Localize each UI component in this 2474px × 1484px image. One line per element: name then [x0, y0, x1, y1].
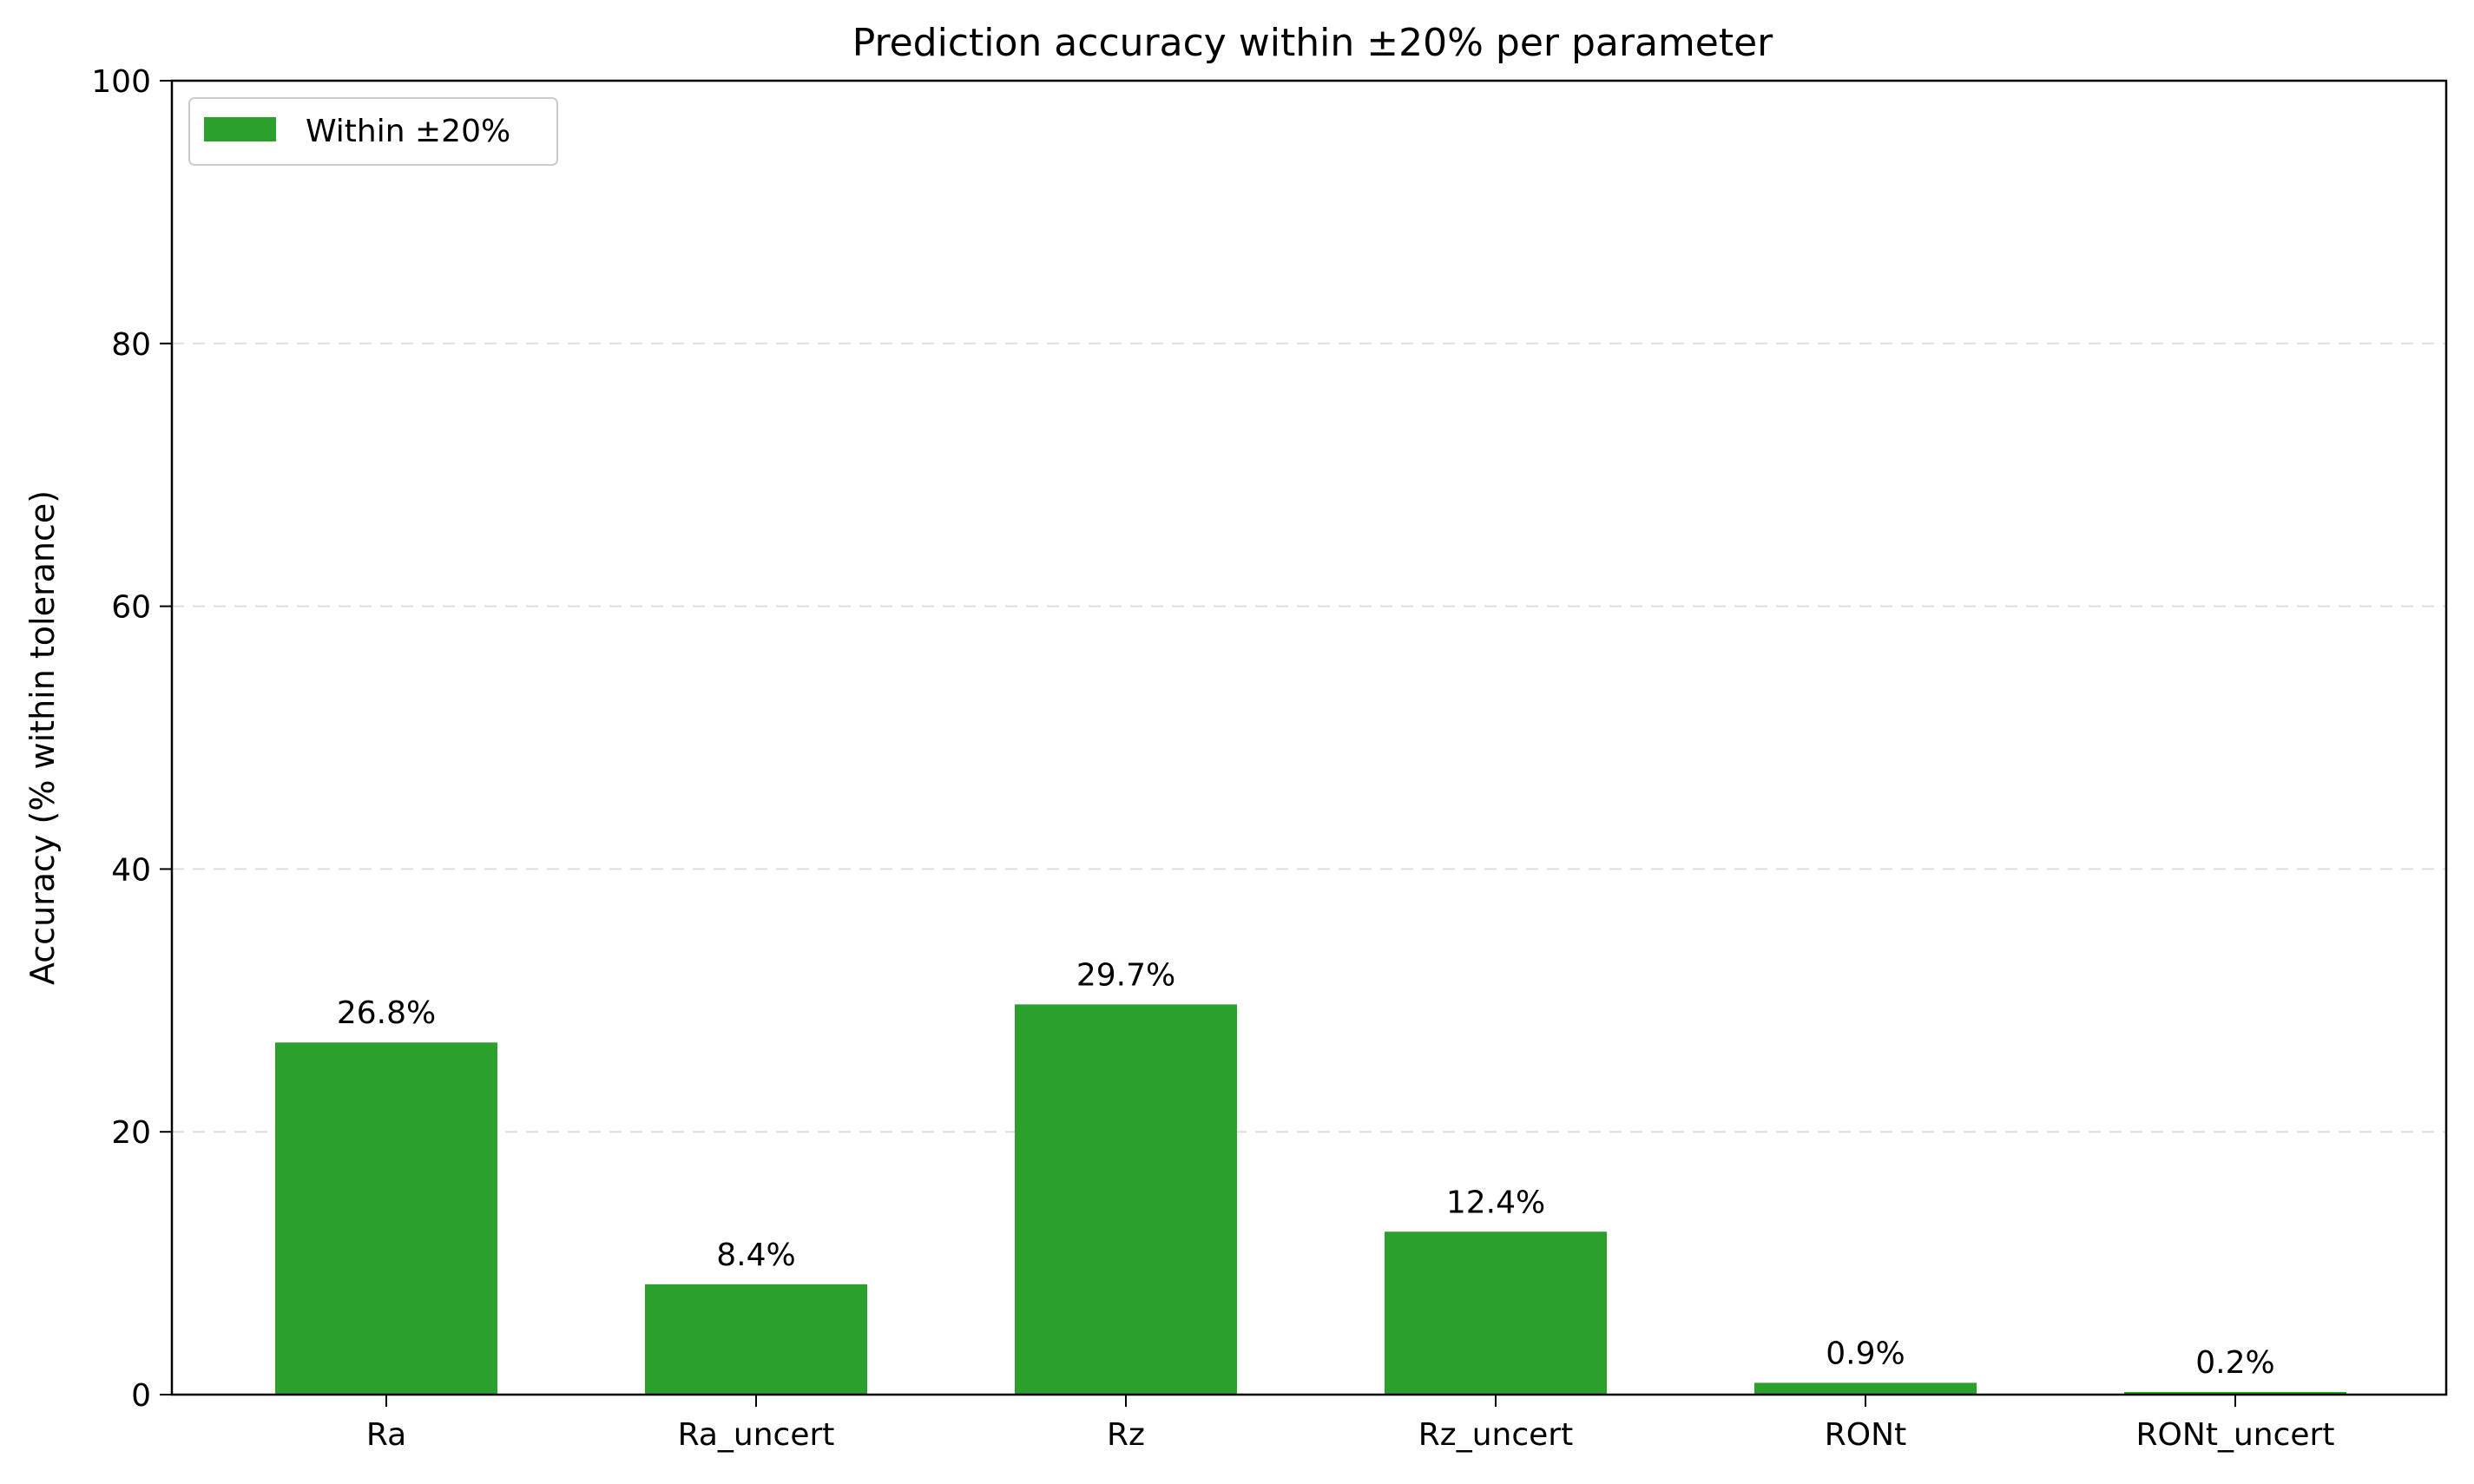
x-tick-label: RONt_uncert — [2136, 1417, 2335, 1453]
y-tick-label: 80 — [111, 327, 151, 363]
chart-title: Prediction accuracy within ±20% per para… — [852, 21, 1773, 65]
bars — [275, 1004, 2346, 1395]
bar-ront-uncert — [2124, 1391, 2346, 1395]
x-tick-label: Rz_uncert — [1418, 1417, 1573, 1453]
data-label: 0.9% — [1826, 1336, 1905, 1371]
plot-frame — [170, 79, 2448, 1396]
y-tick-label: 20 — [111, 1115, 151, 1151]
y-tick-label: 100 — [91, 64, 151, 100]
bar-ra — [275, 1042, 497, 1395]
y-tick-label: 40 — [111, 852, 151, 888]
data-label: 12.4% — [1446, 1185, 1545, 1220]
data-label: 26.8% — [337, 995, 436, 1031]
y-tick-label: 60 — [111, 590, 151, 626]
data-label: 8.4% — [716, 1238, 795, 1273]
bar-rz — [1015, 1004, 1237, 1395]
bar-rz-uncert — [1385, 1231, 1607, 1395]
x-tick-label: Ra — [366, 1417, 406, 1453]
gridlines — [172, 342, 2446, 1133]
x-tick-label: RONt — [1825, 1417, 1906, 1453]
data-label: 29.7% — [1076, 957, 1175, 993]
bar-ra-uncert — [645, 1284, 867, 1395]
x-tick-label: Rz — [1107, 1417, 1145, 1453]
axes — [170, 79, 2448, 1396]
legend: Within ±20% — [188, 97, 558, 166]
x-tick-label: Ra_uncert — [678, 1417, 835, 1453]
bar-ront — [1754, 1382, 1977, 1395]
y-tick-label: 0 — [131, 1378, 151, 1414]
y-ticks: 0 20 40 60 80 100 — [91, 64, 172, 1414]
x-ticks: Ra Ra_uncert Rz Rz_uncert RONt RONt_uncert — [366, 1395, 2335, 1453]
data-labels: 26.8% 8.4% 29.7% 12.4% 0.9% 0.2% — [337, 957, 2275, 1381]
y-axis-label: Accuracy (% within tolerance) — [23, 490, 62, 985]
data-label: 0.2% — [2195, 1345, 2274, 1381]
legend-label: Within ±20% — [306, 114, 510, 149]
legend-swatch — [204, 117, 276, 141]
legend-frame — [188, 97, 558, 166]
